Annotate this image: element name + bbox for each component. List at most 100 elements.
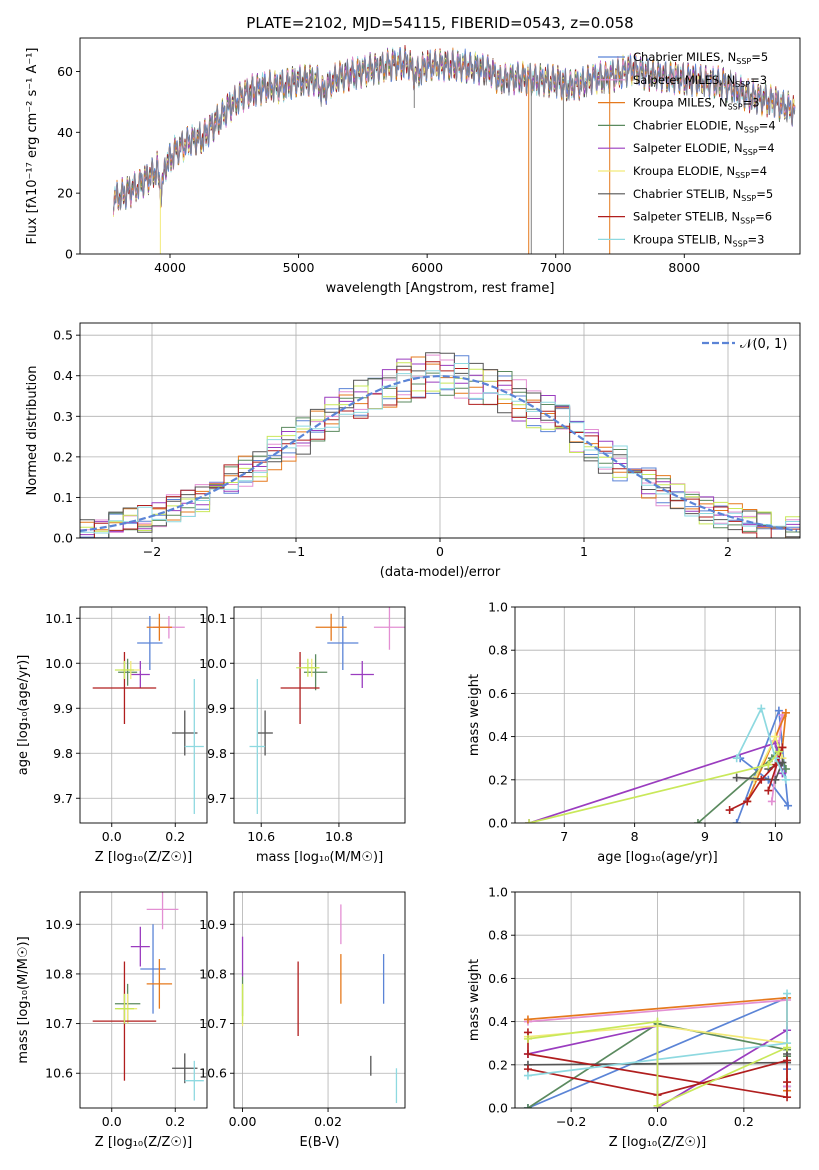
error-bar-point bbox=[296, 658, 320, 677]
residual-histogram-step bbox=[80, 361, 800, 538]
weight-series-marker bbox=[764, 786, 773, 795]
legend: Chabrier MILES, NSSP=5 Salpeter MILES, NS… bbox=[598, 50, 776, 248]
weight-series-marker bbox=[725, 806, 734, 815]
x-tick-label: 10.6 bbox=[247, 829, 275, 844]
y-tick-label: 0.2 bbox=[488, 1057, 508, 1072]
x-axis-label: Z [log₁₀(Z/Z☉)] bbox=[609, 1135, 706, 1150]
axes-frame bbox=[79, 37, 801, 255]
y-tick-label: 10.7 bbox=[199, 1016, 227, 1031]
weight-series-marker bbox=[778, 758, 787, 767]
y-tick-label: 10.1 bbox=[199, 611, 227, 626]
age-vs-metallicity-panel: 0.0 0.2 9.7 9.8 9.9 10.0 10.1 Z [log₁₀(Z/Z☉)] ag… bbox=[16, 606, 208, 865]
x-axis-label: age [log₁₀(age/yr)] bbox=[597, 850, 718, 865]
y-tick-label: 0.0 bbox=[53, 531, 73, 546]
weight-series-marker bbox=[783, 989, 792, 998]
error-bar-point bbox=[146, 892, 179, 930]
plot-area bbox=[241, 904, 398, 1104]
x-axis-label: E(B-V) bbox=[299, 1135, 339, 1150]
data-spectrum-line bbox=[113, 49, 796, 212]
y-tick-label: 10.7 bbox=[45, 1016, 73, 1031]
legend-label: Kroupa ELODIE, NSSP=4 bbox=[633, 164, 767, 180]
weight-series-marker bbox=[732, 754, 741, 763]
y-axis-label: age [log₁₀(age/yr)] bbox=[16, 655, 31, 776]
error-bar-point bbox=[130, 926, 150, 967]
y-tick-label: 0.4 bbox=[488, 1014, 508, 1029]
weight-series bbox=[523, 989, 792, 1080]
x-tick-label: 5000 bbox=[283, 260, 315, 275]
weight-series-marker bbox=[525, 819, 534, 823]
error-bar-point bbox=[137, 616, 163, 670]
y-tick-label: 10.0 bbox=[45, 656, 73, 671]
y-tick-label: 0.8 bbox=[488, 928, 508, 943]
legend-label: Kroupa STELIB, NSSP=3 bbox=[633, 232, 765, 248]
figure-title: PLATE=2102, MJD=54115, FIBERID=0543, z=0… bbox=[246, 14, 633, 32]
spectrum-panel: 4000 5000 6000 7000 8000 0 20 40 60 wavelength [A… bbox=[25, 37, 801, 296]
legend-entry: Chabrier STELIB, NSSP=5 bbox=[598, 187, 773, 203]
weight-series-marker bbox=[757, 704, 766, 713]
x-tick-label: 6000 bbox=[411, 260, 443, 275]
x-axis-label: (data-model)/error bbox=[380, 565, 501, 580]
weight-series-marker bbox=[781, 708, 790, 717]
weight-series-marker bbox=[764, 760, 773, 769]
weight-series-line bbox=[735, 706, 787, 781]
x-tick-label: 0.2 bbox=[165, 829, 185, 844]
y-tick-label: 9.8 bbox=[53, 746, 73, 761]
weight-series bbox=[525, 747, 783, 823]
y-axis-label: mass weight bbox=[467, 959, 482, 1041]
y-tick-label: 0.8 bbox=[488, 643, 508, 658]
weight-series-marker bbox=[653, 1101, 662, 1108]
y-tick-label: 60 bbox=[57, 64, 73, 79]
x-tick-label: 0.2 bbox=[165, 1114, 185, 1129]
plot-area bbox=[523, 989, 792, 1108]
plot-area bbox=[92, 613, 204, 814]
legend-entry: Chabrier ELODIE, NSSP=4 bbox=[598, 118, 776, 134]
weight-series-marker bbox=[774, 747, 783, 756]
x-tick-label: 1 bbox=[580, 544, 588, 559]
legend-entry: Salpeter ELODIE, NSSP=4 bbox=[598, 141, 775, 157]
y-tick-label: 20 bbox=[57, 186, 73, 201]
weight-series-marker bbox=[757, 775, 766, 784]
weight-series-marker bbox=[778, 743, 787, 752]
weight-series-marker bbox=[783, 1093, 792, 1102]
plot-area bbox=[92, 892, 204, 1101]
x-tick-label: −2 bbox=[143, 544, 161, 559]
axes-frame bbox=[514, 606, 801, 824]
x-tick-label: 4000 bbox=[154, 260, 186, 275]
x-tick-label: 0 bbox=[436, 544, 444, 559]
gaussian-legend-label: 𝒩(0, 1) bbox=[740, 337, 787, 352]
y-tick-label: 10.9 bbox=[199, 917, 227, 932]
y-tick-label: 10.6 bbox=[199, 1066, 227, 1081]
weight-series-marker bbox=[783, 1078, 792, 1087]
weight-series-marker bbox=[732, 819, 741, 823]
axes-frame bbox=[79, 606, 208, 824]
error-bar-point bbox=[114, 993, 134, 1024]
weight-series bbox=[732, 704, 790, 784]
weight-series-marker bbox=[750, 775, 759, 784]
y-axis-label: mass [log₁₀(M/M☉)] bbox=[16, 936, 31, 1063]
y-tick-label: 9.7 bbox=[207, 791, 227, 806]
y-tick-label: 9.9 bbox=[207, 701, 227, 716]
error-bar-point bbox=[118, 658, 138, 686]
error-bar-point bbox=[184, 679, 204, 814]
y-tick-label: 10.0 bbox=[199, 656, 227, 671]
legend-label: Salpeter STELIB, NSSP=6 bbox=[633, 210, 772, 226]
y-tick-label: 0.0 bbox=[488, 1101, 508, 1116]
residual-histogram-panel: −2 −1 0 1 2 0.0 0.1 0.2 0.3 0.4 0.5 (data-model)/er… bbox=[25, 322, 801, 580]
legend-label: Salpeter ELODIE, NSSP=4 bbox=[633, 141, 775, 157]
y-tick-label: 0.2 bbox=[53, 449, 73, 464]
residual-histogram-step bbox=[80, 352, 800, 538]
mass-vs-extinction-panel: 0.00 0.02 10.6 10.7 10.8 10.9 E(B-V) bbox=[199, 891, 406, 1150]
legend-entry: Kroupa ELODIE, NSSP=4 bbox=[598, 164, 767, 180]
legend-entry: Kroupa STELIB, NSSP=3 bbox=[598, 232, 765, 248]
x-tick-label: 0.02 bbox=[314, 1114, 342, 1129]
age-vs-mass-panel: 10.6 10.8 9.7 9.8 9.9 10.0 10.1 mass [log₁₀(M/M… bbox=[199, 606, 406, 865]
x-tick-label: 8 bbox=[631, 829, 639, 844]
x-tick-label: 0.0 bbox=[102, 1114, 122, 1129]
axes-frame bbox=[233, 606, 406, 824]
y-tick-label: 9.7 bbox=[53, 791, 73, 806]
weight-series-marker bbox=[693, 819, 702, 823]
y-tick-label: 0.2 bbox=[488, 772, 508, 787]
weight-series bbox=[523, 1017, 792, 1108]
weight-series-marker bbox=[781, 765, 790, 773]
